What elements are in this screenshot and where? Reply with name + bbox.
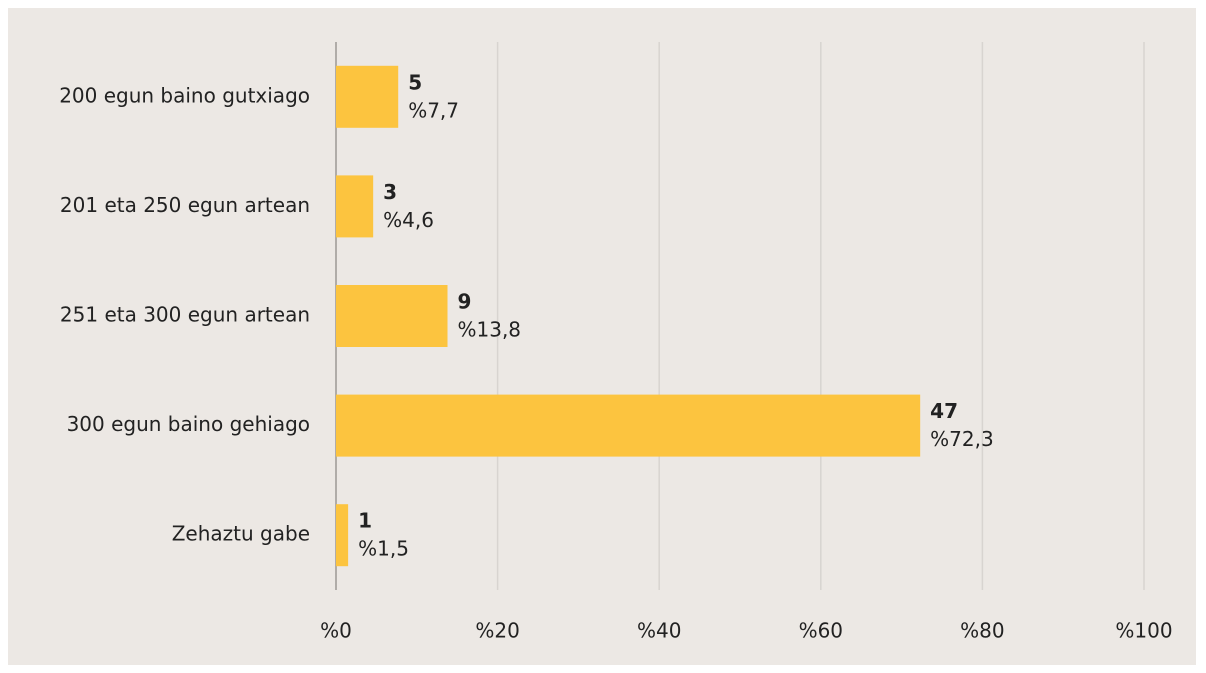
chart-background [8,8,1196,665]
bar-value-label: %1,5 [358,537,409,561]
bar-count-label: 47 [930,399,958,423]
y-tick-label: Zehaztu gabe [172,522,310,546]
y-tick-label: 300 egun baino gehiago [67,412,310,436]
y-tick-label: 200 egun baino gutxiago [59,83,310,107]
x-tick-label: %40 [637,619,681,643]
bar-value-label: %72,3 [930,427,994,451]
x-tick-label: %60 [799,619,843,643]
bar-count-label: 1 [358,509,372,533]
bar-count-label: 5 [408,70,422,94]
bar-value-label: %7,7 [408,98,459,122]
bar-count-label: 9 [458,290,472,314]
y-tick-label: 201 eta 250 egun artean [60,193,310,217]
bar-value-label: %13,8 [458,318,522,342]
bar [336,504,349,567]
y-tick-label: 251 eta 300 egun artean [60,303,310,327]
bar [336,394,921,457]
bar-count-label: 3 [383,180,397,204]
x-tick-label: %80 [960,619,1004,643]
bar [336,175,374,238]
x-tick-label: %0 [320,619,352,643]
bar-value-label: %4,6 [383,208,434,232]
bar [336,65,399,128]
bar [336,285,448,347]
x-tick-label: %100 [1115,619,1172,643]
x-tick-label: %20 [475,619,519,643]
